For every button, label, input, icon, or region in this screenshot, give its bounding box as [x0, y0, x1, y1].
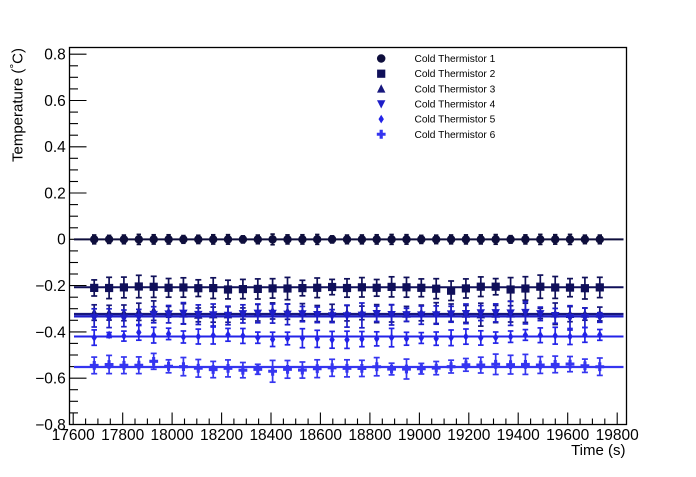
svg-text:−0.4: −0.4: [35, 324, 66, 341]
svg-text:−0.8: −0.8: [35, 417, 66, 434]
svg-text:17600: 17600: [52, 427, 95, 444]
svg-text:19000: 19000: [398, 427, 441, 444]
svg-text:Temperature (°C): Temperature (°C): [7, 48, 27, 162]
svg-text:Time (s): Time (s): [571, 442, 625, 459]
svg-text:19400: 19400: [497, 427, 540, 444]
svg-text:18200: 18200: [200, 427, 243, 444]
svg-text:17800: 17800: [101, 427, 144, 444]
svg-text:0.2: 0.2: [44, 185, 66, 202]
svg-text:0: 0: [57, 232, 66, 249]
svg-text:0.4: 0.4: [44, 139, 66, 156]
svg-text:Cold Thermistor 4: Cold Thermistor 4: [415, 100, 496, 111]
svg-text:−0.2: −0.2: [35, 278, 66, 295]
svg-text:−0.6: −0.6: [35, 371, 66, 388]
svg-text:0.6: 0.6: [44, 93, 66, 110]
svg-text:Cold Thermistor 5: Cold Thermistor 5: [415, 115, 496, 126]
svg-text:Cold Thermistor 6: Cold Thermistor 6: [415, 130, 496, 141]
svg-text:0.8: 0.8: [44, 47, 66, 64]
svg-text:Cold Thermistor 2: Cold Thermistor 2: [415, 69, 496, 80]
svg-text:Cold Thermistor 3: Cold Thermistor 3: [415, 84, 496, 95]
svg-text:18600: 18600: [299, 427, 342, 444]
svg-text:19600: 19600: [546, 427, 589, 444]
svg-text:18800: 18800: [348, 427, 391, 444]
svg-text:19200: 19200: [447, 427, 490, 444]
svg-text:Cold Thermistor 1: Cold Thermistor 1: [415, 54, 496, 65]
svg-text:19800: 19800: [596, 427, 639, 444]
svg-text:18400: 18400: [249, 427, 292, 444]
svg-text:18000: 18000: [151, 427, 194, 444]
